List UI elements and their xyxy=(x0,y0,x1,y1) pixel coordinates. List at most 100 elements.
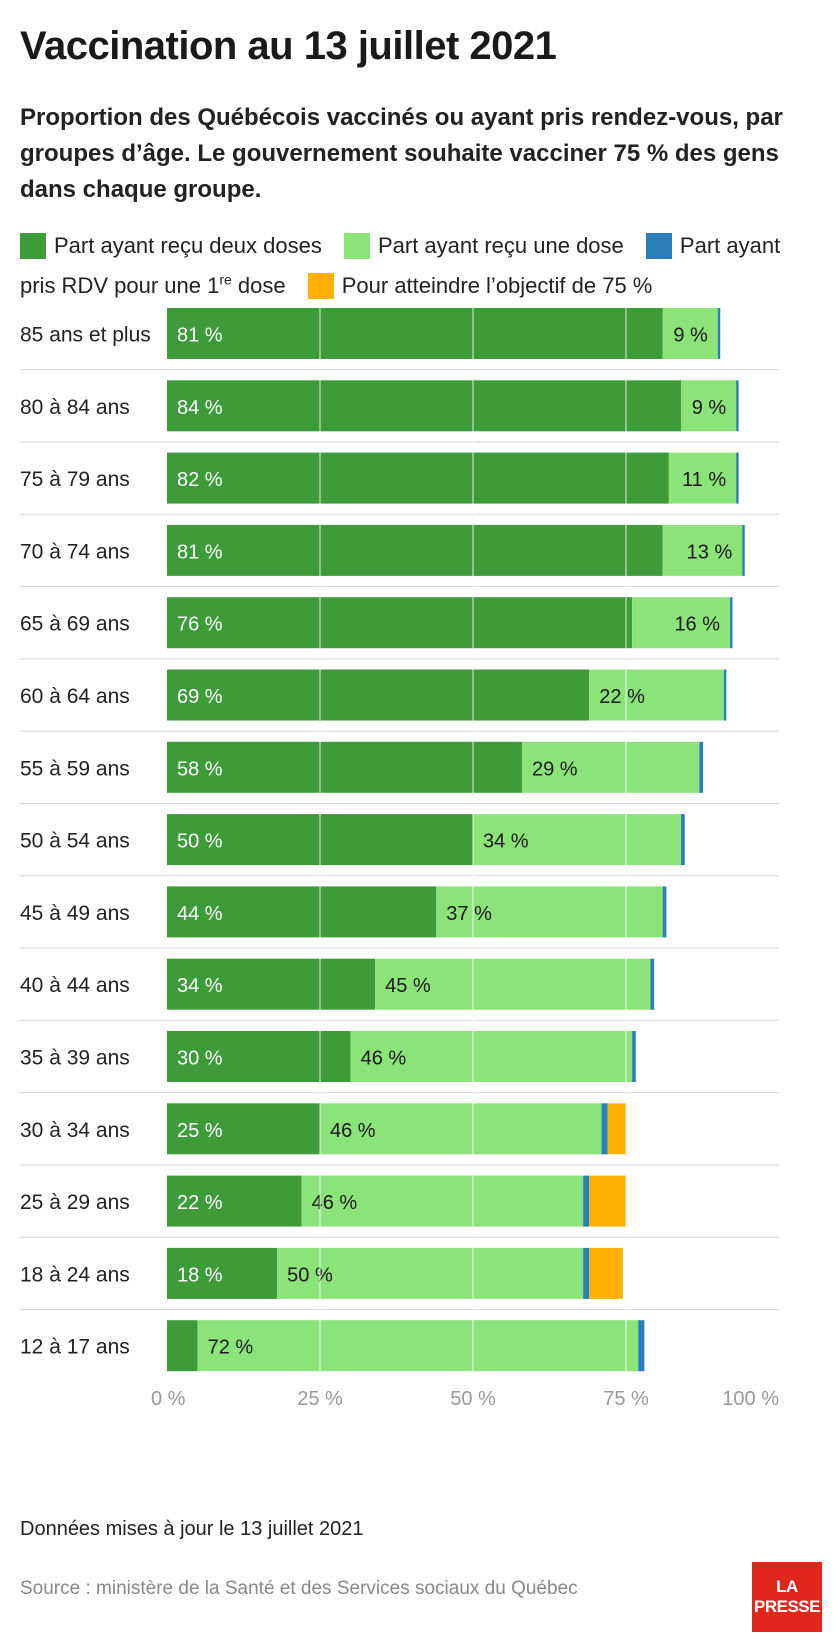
bar-segment-one-dose xyxy=(301,1175,584,1227)
bar-segment-two-doses xyxy=(167,1175,302,1227)
bar-segment-two-doses xyxy=(167,380,682,432)
data-label-one-dose: 11 % xyxy=(682,469,726,491)
legend-label-rdv-sup: re xyxy=(219,271,232,288)
data-label-two-doses: 22 % xyxy=(177,1192,223,1214)
bar-segment-one-dose xyxy=(473,814,682,866)
legend-item-one-dose: Part ayant reçu une dose xyxy=(343,233,624,259)
legend-swatch-rdv xyxy=(645,233,672,259)
category-label: 55 à 59 ans xyxy=(20,757,130,780)
bar-segment-rdv xyxy=(583,1247,590,1299)
bar-segment-one-dose xyxy=(662,524,743,576)
data-label-one-dose: 29 % xyxy=(532,758,578,780)
data-label-two-doses: 58 % xyxy=(177,758,223,780)
bar-segment-rdv xyxy=(742,524,745,576)
logo-line2: PRESSE xyxy=(754,1597,820,1616)
chart-title: Vaccination au 13 juillet 2021 xyxy=(20,24,557,68)
data-label-two-doses: 50 % xyxy=(177,831,223,853)
data-label-one-dose: 9 % xyxy=(673,325,708,347)
bar-segment-rdv xyxy=(650,958,655,1010)
data-label-one-dose: 9 % xyxy=(692,397,727,419)
data-label-one-dose: 46 % xyxy=(330,1120,376,1142)
category-label: 75 à 79 ans xyxy=(20,468,130,491)
x-tick-label: 100 % xyxy=(722,1388,779,1410)
bar-segment-rdv xyxy=(736,452,739,504)
bar-segment-one-dose xyxy=(436,886,663,938)
bar-segment-rdv xyxy=(632,1031,636,1082)
data-label-one-dose: 46 % xyxy=(361,1048,407,1070)
legend-swatch-one-dose xyxy=(343,233,370,259)
bar-segment-one-dose xyxy=(375,958,651,1010)
bar-segment-two-doses xyxy=(167,1103,320,1155)
bar-segment-one-dose xyxy=(320,1103,602,1155)
legend-swatch-objective xyxy=(307,273,334,299)
data-label-one-dose: 72 % xyxy=(208,1337,254,1359)
bar-segment-two-doses xyxy=(167,1247,278,1299)
data-label-two-doses: 76 % xyxy=(177,614,223,636)
legend-item-two-doses: Part ayant reçu deux doses xyxy=(20,233,322,259)
update-note: Données mises à jour le 13 juillet 2021 xyxy=(20,1518,364,1540)
category-label: 40 à 44 ans xyxy=(20,974,130,997)
bar-segment-one-dose xyxy=(668,452,737,504)
bar-segment-rdv xyxy=(723,669,727,721)
x-tick-label: 0 % xyxy=(151,1388,186,1410)
chart-subtitle: Proportion des Québécois vaccinés ou aya… xyxy=(20,104,783,203)
category-label: 35 à 39 ans xyxy=(20,1047,130,1070)
stacked-bar-chart: 85 ans et plus 81 % 9 % 80 à 84 ans 84 % 9 % 7… xyxy=(20,308,779,1410)
data-label-two-doses: 82 % xyxy=(177,469,223,491)
bar-segment-objective xyxy=(589,1175,626,1227)
bar-segment-objective xyxy=(607,1103,626,1155)
data-label-two-doses: 81 % xyxy=(177,325,223,347)
data-label-one-dose: 46 % xyxy=(312,1192,358,1214)
x-tick-label: 75 % xyxy=(603,1388,649,1410)
bar-segment-rdv xyxy=(681,814,685,866)
category-label: 12 à 17 ans xyxy=(20,1336,130,1359)
bar-segment-one-dose xyxy=(632,597,731,649)
bar-segment-one-dose xyxy=(350,1031,633,1082)
data-label-one-dose: 50 % xyxy=(287,1264,333,1286)
bar-segment-two-doses xyxy=(167,958,376,1010)
bar-segment-one-dose xyxy=(681,380,737,432)
category-label: 70 à 74 ans xyxy=(20,540,130,563)
legend: Part ayant reçu deux doses Part ayant re… xyxy=(20,226,820,306)
legend-label-two-doses: Part ayant reçu deux doses xyxy=(54,233,322,258)
category-label: 80 à 84 ans xyxy=(20,396,130,419)
category-label: 85 ans et plus xyxy=(20,324,151,347)
logo-line1: LA xyxy=(776,1577,798,1596)
data-label-two-doses: 44 % xyxy=(177,903,223,925)
category-label: 45 à 49 ans xyxy=(20,902,130,925)
x-tick-label: 25 % xyxy=(297,1388,343,1410)
bars-group: 85 ans et plus 81 % 9 % 80 à 84 ans 84 % 9 % 7… xyxy=(20,308,779,1410)
legend-label-rdv-a: Part ayant pris RDV pour une 1 xyxy=(20,233,781,298)
category-label: 25 à 29 ans xyxy=(20,1191,130,1214)
category-label: 50 à 54 ans xyxy=(20,830,130,853)
bar-segment-two-doses xyxy=(167,669,590,721)
x-tick-label: 50 % xyxy=(450,1388,496,1410)
bar-segment-rdv xyxy=(730,597,733,649)
data-label-two-doses: 30 % xyxy=(177,1048,223,1070)
category-label: 18 à 24 ans xyxy=(20,1263,130,1286)
bar-segment-two-doses xyxy=(167,308,663,359)
bar-segment-rdv xyxy=(736,380,739,432)
bar-segment-two-doses xyxy=(167,524,663,576)
data-label-two-doses: 84 % xyxy=(177,397,223,419)
data-label-two-doses: 69 % xyxy=(177,686,223,708)
bar-segment-one-dose xyxy=(662,308,718,359)
source-note: Source : ministère de la Santé et des Se… xyxy=(20,1578,578,1599)
category-label: 60 à 64 ans xyxy=(20,685,130,708)
data-label-two-doses: 34 % xyxy=(177,975,223,997)
la-presse-logo: LA PRESSE xyxy=(752,1562,822,1632)
data-label-one-dose: 45 % xyxy=(385,975,431,997)
data-label-one-dose: 34 % xyxy=(483,831,529,853)
bar-segment-two-doses xyxy=(167,1320,198,1372)
bar-segment-rdv xyxy=(699,741,704,793)
bar-segment-objective xyxy=(589,1247,623,1299)
bar-segment-rdv xyxy=(638,1320,645,1372)
data-label-one-dose: 16 % xyxy=(674,614,720,636)
legend-label-objective: Pour atteindre l’objectif de 75 % xyxy=(341,273,653,298)
category-label: 65 à 69 ans xyxy=(20,613,130,636)
bar-segment-rdv xyxy=(583,1175,590,1227)
bar-segment-rdv xyxy=(662,886,667,938)
bar-segment-two-doses xyxy=(167,597,633,649)
legend-label-rdv: Part ayant pris RDV pour une 1re dose xyxy=(20,233,780,298)
data-label-two-doses: 81 % xyxy=(177,541,223,563)
